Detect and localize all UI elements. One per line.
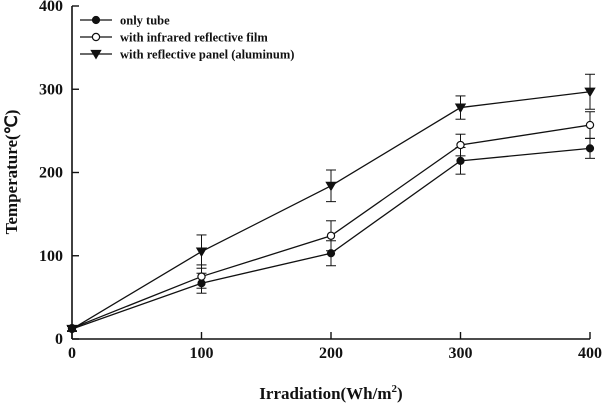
- legend-item-2: with infrared reflective film: [80, 31, 268, 45]
- legend-marker-1: [91, 15, 101, 25]
- x-axis-title-superscript: 2: [392, 383, 398, 395]
- x-tick-label-400: 400: [578, 345, 602, 362]
- legend-item-1: only tube: [80, 14, 170, 28]
- legend-label-3: with reflective panel (aluminum): [120, 48, 294, 62]
- x-tick-label-100: 100: [190, 345, 214, 362]
- series-layer: [66, 73, 596, 335]
- x-axis-title-main: Irradiation(Wh/m: [259, 384, 391, 403]
- x-tick-label-300: 300: [449, 345, 473, 362]
- series-3: [66, 73, 596, 335]
- series-2-point-400: [585, 120, 595, 130]
- y-tick-label-200: 200: [39, 165, 63, 182]
- y-tick-label-0: 0: [55, 331, 63, 348]
- series-2-point-100: [197, 272, 206, 281]
- y-tick-label-100: 100: [39, 248, 63, 265]
- y-tick-label-300: 300: [39, 81, 63, 98]
- legend-label-1: only tube: [120, 14, 170, 28]
- legend-marker-2: [91, 32, 101, 42]
- tick-labels: 0 100 200 300 400 0 100 200 300 400: [39, 0, 602, 362]
- legend-marker-3: [90, 49, 102, 60]
- series-1-point-300: [456, 156, 465, 165]
- series-3-line: [71, 91, 591, 330]
- ticks: [71, 5, 591, 340]
- series-1-point-400: [585, 144, 595, 153]
- x-tick-label-0: 0: [68, 345, 76, 362]
- series-3-point-300: [454, 103, 467, 114]
- x-axis-title: Irradiation(Wh/m2): [259, 383, 402, 403]
- x-axis-title-end: ): [397, 384, 403, 403]
- x-tick-label-200: 200: [319, 345, 343, 362]
- legend: only tube with infrared reflective film wi…: [80, 14, 294, 62]
- series-2: [67, 111, 595, 333]
- legend-item-3: with reflective panel (aluminum): [80, 48, 294, 62]
- series-2-point-300: [456, 140, 465, 150]
- series-3-point-400: [584, 87, 596, 98]
- y-tick-label-400: 400: [39, 0, 63, 15]
- series-3-point-200: [325, 181, 337, 192]
- legend-label-2: with infrared reflective film: [120, 31, 268, 45]
- series-2-point-200: [326, 231, 336, 240]
- y-axis-title: Temperature(℃): [2, 110, 21, 235]
- series-3-point-100: [195, 247, 208, 258]
- series-3-point-0: [66, 324, 78, 335]
